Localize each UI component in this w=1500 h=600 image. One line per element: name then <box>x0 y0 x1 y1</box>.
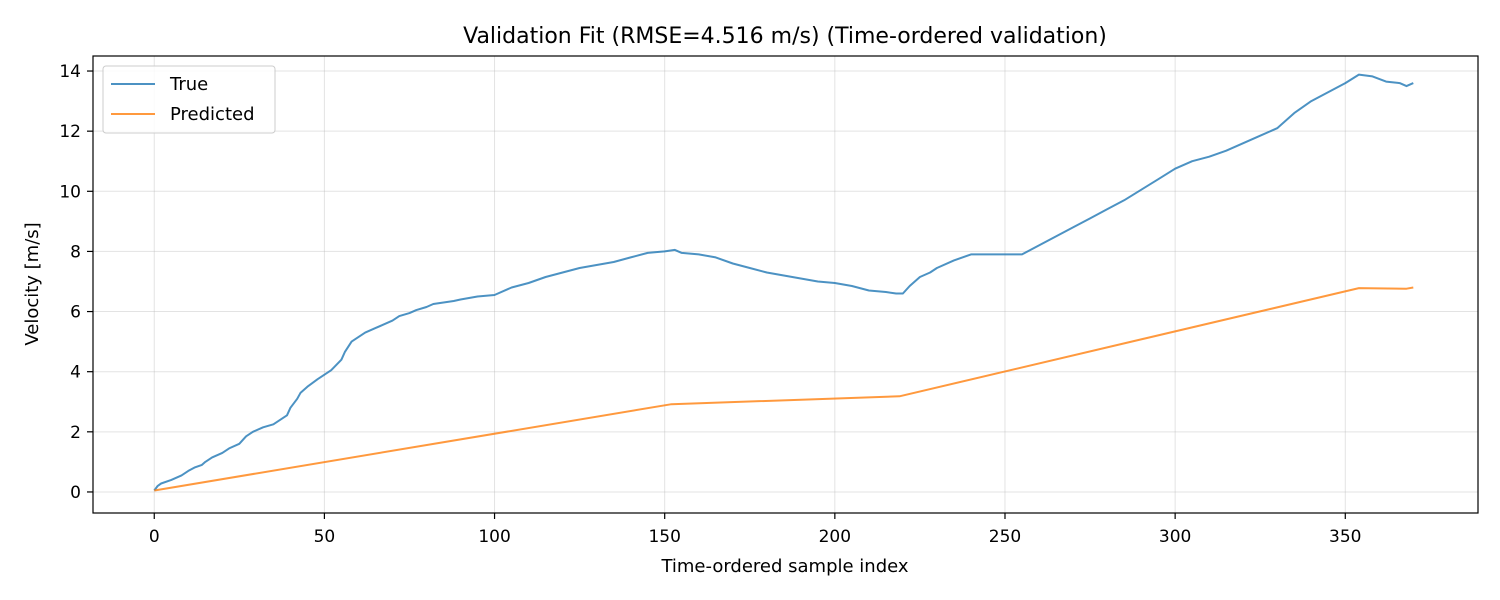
legend: True Predicted <box>102 65 276 134</box>
x-tick-label: 200 <box>819 527 851 547</box>
y-tick-label: 6 <box>70 303 81 323</box>
x-tick-label: 250 <box>989 527 1021 547</box>
legend-box <box>102 65 276 134</box>
y-axis: 0 2 4 6 8 10 12 14 <box>59 62 93 503</box>
x-axis-label: Time-ordered sample index <box>660 556 908 577</box>
legend-label-true: True <box>169 74 208 95</box>
y-tick-label: 4 <box>70 363 81 383</box>
x-tick-label: 0 <box>149 527 160 547</box>
y-tick-label: 12 <box>59 122 81 142</box>
x-tick-label: 50 <box>314 527 336 547</box>
x-tick-label: 100 <box>478 527 510 547</box>
plot-frame <box>92 55 1479 514</box>
y-tick-label: 8 <box>70 242 81 262</box>
y-tick-label: 2 <box>70 423 81 443</box>
y-tick-label: 14 <box>59 62 81 82</box>
grid <box>93 56 1478 513</box>
series-layer <box>153 73 1414 492</box>
x-tick-label: 150 <box>648 527 680 547</box>
x-tick-label: 300 <box>1159 527 1191 547</box>
chart-title: Validation Fit (RMSE=4.516 m/s) (Time-or… <box>463 24 1107 49</box>
y-tick-label: 10 <box>59 182 81 202</box>
legend-label-predicted: Predicted <box>170 104 255 125</box>
y-axis-label: Velocity [m/s] <box>22 222 43 345</box>
series-line-predicted <box>154 286 1414 492</box>
series-line-true <box>153 73 1414 492</box>
x-axis: 0 50 100 150 200 250 300 350 <box>149 513 1362 547</box>
x-tick-label: 350 <box>1329 527 1361 547</box>
y-tick-label: 0 <box>70 483 81 503</box>
